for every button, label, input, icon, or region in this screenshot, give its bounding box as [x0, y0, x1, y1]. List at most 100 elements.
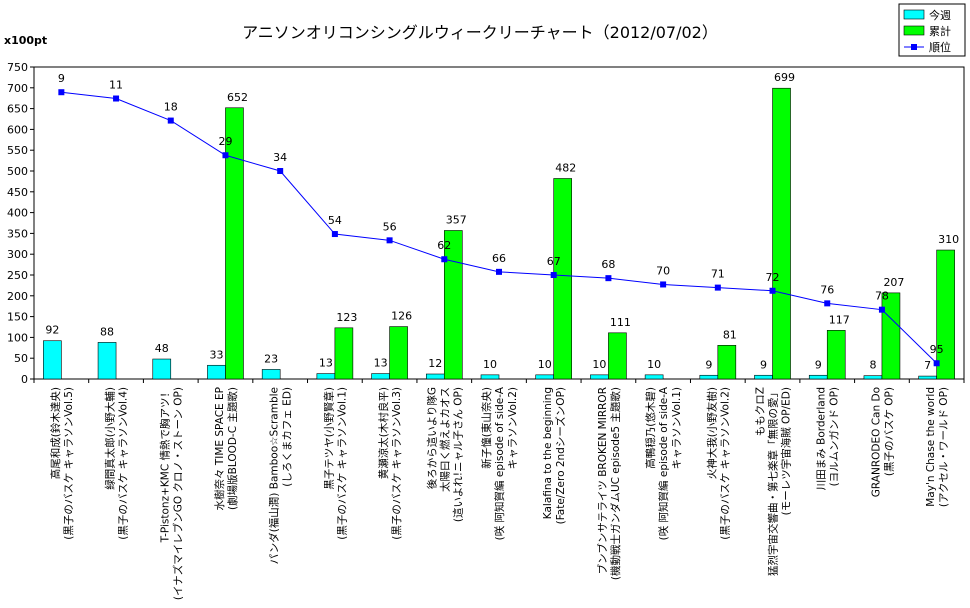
bar-weekly	[535, 374, 555, 380]
x-tick-label-line: キャラソンVol.2)	[507, 387, 519, 469]
bar-cumulative	[936, 249, 955, 380]
y-tick-label: 0	[21, 373, 28, 386]
data-label-weekly: 9	[815, 358, 822, 371]
rank-marker	[277, 168, 284, 174]
x-tick-label-line: 川田まみ Borderland	[816, 387, 828, 490]
data-label-weekly: 9	[760, 358, 767, 371]
bar-layer: 92 88 48 33 23 13 13 12 10 10 10 10 9 9 9 8 7 652 123 126 35…	[43, 71, 959, 380]
data-label-weekly: 8	[869, 359, 876, 372]
x-tick-label-line: パンダ(福山潤) Bamboo☆Scramble	[268, 387, 281, 564]
rank-marker	[714, 284, 721, 291]
legend-swatch-cumulative	[903, 25, 925, 36]
legend-label-weekly: 今週	[929, 8, 951, 22]
y-tick-label: 350	[7, 227, 28, 240]
x-tick-label: 緑間真太郎(小野大輔)(黒子のバスケ キャラソンVol.4)	[104, 387, 130, 540]
y-tick-label: 500	[7, 165, 28, 178]
x-tick-label-line: (黒子のバスケ キャラソンVol.4)	[118, 387, 130, 540]
x-tick-label-line: 新子憧(東山奈央)	[480, 387, 493, 469]
data-label-weekly: 48	[155, 342, 169, 355]
bar-weekly	[207, 364, 226, 380]
x-tick-label-line: (黒子のバスケ キャラソンVol.5)	[63, 387, 75, 540]
rank-label: 29	[218, 135, 232, 148]
x-tick-label-line: GRANRODEO Can Do	[870, 387, 882, 497]
bar-cumulative	[608, 332, 627, 380]
rank-label: 70	[656, 264, 670, 277]
bar-cumulative	[553, 178, 573, 380]
rank-label: 56	[383, 220, 397, 233]
data-label-weekly: 88	[100, 325, 114, 338]
rank-label: 66	[492, 252, 506, 265]
bar-weekly	[152, 358, 172, 380]
x-tick-label-line: Kalafina to the beginning	[542, 387, 554, 519]
x-tick-label-line: 黄瀬涼太(木村良平)	[377, 387, 390, 479]
x-tick-label: 水樹奈々 TIME SPACE EP(劇場版BLOOD-C 主題歌)	[213, 387, 239, 510]
bar-weekly	[754, 374, 773, 380]
bar-weekly	[699, 374, 719, 380]
legend-swatch-weekly	[903, 9, 925, 20]
data-label-weekly: 10	[592, 358, 606, 371]
y-tick-label: 400	[7, 207, 28, 220]
bar-weekly	[863, 375, 883, 380]
legend-swatch-rank-marker	[911, 44, 917, 50]
bar-weekly	[480, 374, 500, 380]
bar-weekly	[808, 374, 828, 380]
bar-weekly	[590, 374, 609, 380]
rank-marker	[222, 152, 229, 159]
rank-marker	[824, 300, 831, 307]
x-tick-label-line: (アクセル・ワールド OP)	[938, 387, 950, 507]
x-tick-label-line: 太陽曰く燃えよカオス	[438, 387, 451, 492]
bar-weekly	[425, 373, 445, 380]
legend-label-cumulative: 累計	[929, 24, 951, 38]
data-label-cumulative: 126	[391, 310, 412, 323]
x-tick-label-line: (黒子のバスケ OP)	[883, 387, 895, 476]
x-tick-label: 黒子テツヤ(小野賢章)(黒子のバスケ キャラソンVol.1)	[322, 387, 348, 540]
x-tick-label-line: 水樹奈々 TIME SPACE EP	[213, 387, 226, 510]
x-tick-label-line: (咲 阿知賀編 episode of side-A	[493, 386, 506, 540]
x-tick-label: 川田まみ Borderland(ヨルムンガンド OP)	[816, 387, 841, 490]
rank-marker	[496, 268, 502, 275]
x-tick-label: 後ろから這いより隊G太陽曰く燃えよカオス(這いよれ!ニャル子さん OP)	[425, 387, 464, 522]
chart-title: アニソンオリコンシングルウィークリーチャート（2012/07/02）	[242, 23, 718, 42]
x-tick-label-line: (機動戦士ガンダムUC episode5 主題歌)	[609, 387, 622, 580]
data-label-cumulative: 111	[610, 316, 631, 329]
rank-marker	[769, 287, 776, 294]
x-tick-label-line: 高鴨穏乃(悠木碧)	[644, 387, 657, 469]
data-label-weekly: 7	[924, 359, 931, 372]
x-tick-label-line: (イナズマイレブンGO クロノ・ストーン OP)	[171, 387, 184, 600]
x-tick-label-line: (Fate/Zero 2ndシーズンOP)	[554, 387, 567, 524]
y-tick-label: 200	[7, 290, 28, 303]
rank-marker	[933, 360, 940, 367]
rank-label: 76	[820, 283, 834, 296]
data-label-weekly: 10	[538, 358, 552, 371]
rank-label: 95	[930, 343, 944, 356]
x-tick-label-line: (黒子のバスケ キャラソンVol.2)	[719, 387, 731, 540]
bar-cumulative	[772, 87, 791, 380]
bar-weekly	[43, 340, 62, 380]
data-label-cumulative: 699	[774, 71, 795, 84]
bar-cumulative	[443, 230, 463, 380]
legend-label-rank: 順位	[929, 40, 951, 54]
x-tick-label-line: (しろくまカフェ ED)	[282, 387, 294, 487]
x-tick-label-line: 猛烈宇宙交響曲・第七楽章「無限の愛」	[767, 387, 780, 576]
plot-frame	[33, 66, 965, 380]
bar-cumulative	[389, 326, 408, 380]
bar-cumulative	[334, 327, 354, 380]
x-tick-label: GRANRODEO Can Do(黒子のバスケ OP)	[870, 387, 895, 497]
rank-marker	[441, 256, 448, 263]
x-tick-label: ももクロZ猛烈宇宙交響曲・第七楽章「無限の愛」(モーレツ宇宙海賊 OP/ED)	[755, 387, 793, 576]
x-tick-label: 新子憧(東山奈央)(咲 阿知賀編 episode of side-AキャラソンV…	[480, 386, 519, 540]
rank-marker	[113, 95, 120, 102]
data-label-cumulative: 652	[227, 91, 248, 104]
x-tick-label: 黄瀬涼太(木村良平)(黒子のバスケ キャラソンVol.3)	[377, 387, 403, 540]
x-tick-label: 火神大我(小野友樹)(黒子のバスケ キャラソンVol.2)	[705, 387, 731, 540]
x-tick-label-line: T-Pistonz+KMC 情熱で胸アツ！	[158, 387, 171, 543]
bar-weekly	[316, 373, 336, 380]
y-tick-label: 450	[7, 186, 28, 199]
data-label-weekly: 23	[264, 352, 278, 365]
x-tick-label: Kalafina to the beginning(Fate/Zero 2ndシ…	[542, 387, 567, 524]
x-tick-labels: 高尾和成(鈴木達央)(黒子のバスケ キャラソンVol.5) 緑間真太郎(小野大輔)…	[49, 386, 950, 600]
data-label-cumulative: 482	[555, 161, 576, 174]
x-tick-label-line: 後ろから這いより隊G	[425, 387, 438, 489]
